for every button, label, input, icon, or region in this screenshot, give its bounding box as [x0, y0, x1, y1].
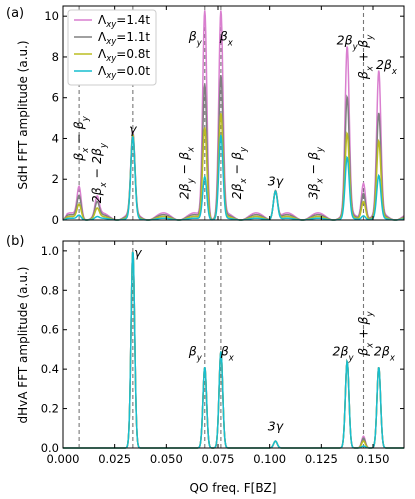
x-tick-label: 0.075	[202, 452, 235, 466]
peak-annotation: βy	[188, 343, 203, 363]
x-tick-label: 0.100	[253, 452, 286, 466]
y-tick-label: 2	[52, 172, 59, 186]
peak-annotation: 3γ	[268, 173, 284, 188]
plot-area-b: 0.0 0.2 0.4 0.6 0.8 1.0 0.000 0.025 0.050 0.075 0.…	[41, 240, 405, 466]
y-tick-label: 8	[52, 50, 59, 64]
x-tick-label: 0.050	[150, 452, 183, 466]
y-tick-label: 0.6	[41, 323, 59, 337]
y-axis-label-b: dHvA FFT amplitude (a.u.)	[16, 267, 30, 424]
y-tick-label: 0.0	[41, 441, 59, 455]
series-line-2	[63, 251, 404, 449]
panel-label-a: (a)	[6, 6, 24, 21]
peak-annotation: βx − βy	[71, 115, 91, 161]
peak-annotation: 2βx − 2βy	[89, 142, 109, 203]
peak-annotation: βx	[220, 343, 235, 363]
y-tick-label: 0.8	[41, 283, 59, 297]
series-line-1	[63, 251, 405, 449]
peak-annotation: 2βx	[376, 57, 398, 77]
peak-annotation: γ	[129, 121, 137, 136]
panel-label-b: (b)	[6, 234, 24, 249]
y-tick-label: 1.0	[41, 244, 59, 258]
peak-annotation: γ	[134, 245, 142, 260]
peak-annotation: 3βx − βy	[305, 146, 325, 199]
peak-annotation: βx + βy	[355, 34, 375, 80]
peak-annotation: 2βx − βy	[229, 146, 249, 199]
axes-frame	[62, 240, 405, 449]
y-tick-label: 4	[52, 131, 59, 145]
x-tick-label: 0.150	[357, 452, 390, 466]
y-tick-label: 6	[52, 91, 59, 105]
x-tick-label: 0.125	[305, 452, 338, 466]
peak-annotation: 3γ	[268, 418, 284, 433]
peak-annotation: βy	[188, 29, 203, 49]
y-axis-label-a: SdH FFT amplitude (a.u.)	[16, 40, 30, 189]
legend-box	[67, 9, 157, 86]
y-tick-label: 0.4	[41, 362, 59, 376]
y-tick-label: 0.2	[41, 402, 59, 416]
y-tick-label: 0	[52, 213, 59, 227]
legend-entry: Λxy=0.8t	[98, 47, 150, 64]
y-tick-label: 10	[44, 9, 59, 23]
x-axis-label: QO freq. F[BZ]	[190, 481, 277, 495]
peak-annotation: 2βy	[337, 33, 359, 53]
peak-annotation: βx	[219, 29, 234, 49]
peak-annotation: 2βy − βx	[177, 146, 197, 199]
series-line-3	[63, 251, 404, 449]
peak-annotation: 2βx	[374, 343, 396, 363]
peak-annotation: βx + βy	[355, 310, 375, 356]
x-tick-label: 0.000	[47, 452, 80, 466]
peak-annotation: 2βy	[333, 343, 355, 363]
axes-frame	[62, 5, 405, 221]
x-tick-label: 0.025	[98, 452, 131, 466]
series-line-0	[62, 251, 405, 449]
